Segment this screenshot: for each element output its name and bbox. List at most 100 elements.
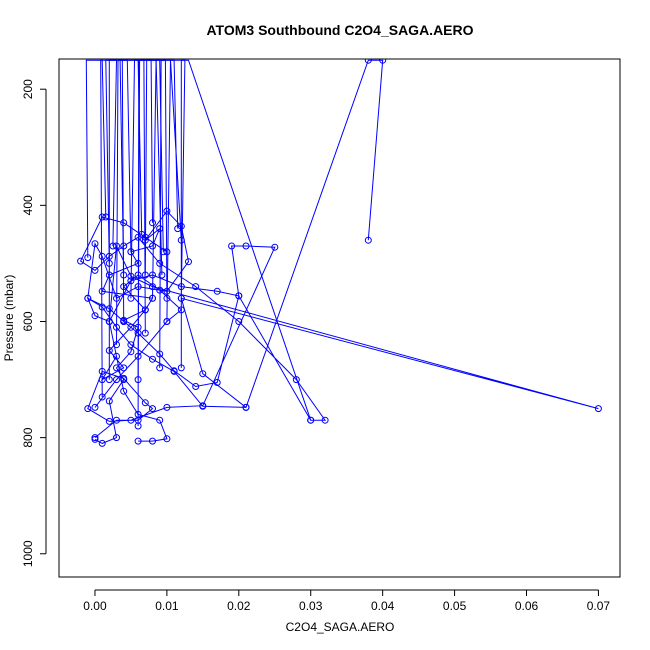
data-point bbox=[149, 271, 156, 279]
data-point bbox=[158, 271, 166, 279]
data-point bbox=[177, 364, 185, 372]
data-point bbox=[105, 347, 113, 354]
x-tick-label: 0.03 bbox=[299, 599, 323, 613]
data-point bbox=[149, 294, 156, 302]
data-point bbox=[105, 397, 113, 405]
data-point bbox=[113, 376, 120, 384]
data-point bbox=[113, 341, 120, 349]
data-point bbox=[149, 355, 156, 363]
y-tick-label: 400 bbox=[21, 195, 35, 215]
data-point bbox=[141, 329, 149, 337]
data-point bbox=[98, 367, 106, 375]
data-point bbox=[120, 318, 128, 325]
x-tick-label: 0.06 bbox=[515, 599, 539, 613]
data-point bbox=[235, 292, 243, 300]
data-point bbox=[127, 416, 135, 424]
data-point bbox=[113, 416, 120, 424]
x-tick-label: 0.02 bbox=[227, 599, 251, 613]
data-point bbox=[235, 318, 243, 325]
data-point bbox=[113, 364, 120, 372]
x-axis: 0.00 0.01 0.02 0.03 0.04 0.05 0.06 0.07 bbox=[83, 589, 611, 613]
data-point bbox=[113, 434, 120, 442]
data-point bbox=[113, 242, 120, 250]
data-point bbox=[170, 367, 178, 375]
data-point bbox=[242, 403, 250, 411]
series-line-1 bbox=[87, 210, 276, 444]
data-point bbox=[127, 341, 135, 349]
data-point bbox=[127, 294, 135, 302]
x-tick-label: 0.01 bbox=[155, 599, 179, 613]
data-point bbox=[84, 254, 92, 262]
data-point bbox=[163, 403, 171, 411]
data-point bbox=[98, 303, 106, 311]
data-point bbox=[127, 277, 135, 285]
data-point bbox=[174, 225, 182, 233]
data-point bbox=[102, 213, 110, 221]
data-point bbox=[127, 323, 135, 331]
data-point bbox=[156, 259, 164, 267]
data-point bbox=[141, 271, 149, 279]
y-tick-label: 600 bbox=[21, 311, 35, 331]
data-point bbox=[120, 374, 128, 382]
data-point bbox=[98, 252, 106, 260]
data-point bbox=[105, 252, 113, 260]
data-point bbox=[134, 352, 142, 360]
excursion-line-1 bbox=[85, 59, 107, 258]
data-point bbox=[149, 405, 156, 413]
data-point bbox=[141, 236, 149, 244]
data-point bbox=[84, 294, 92, 302]
y-axis: 200 400 600 800 1000 bbox=[21, 79, 47, 567]
data-point bbox=[292, 376, 300, 384]
data-point bbox=[105, 271, 113, 279]
data-point bbox=[177, 222, 185, 230]
data-point bbox=[120, 283, 128, 291]
data-point bbox=[134, 329, 142, 337]
y-axis-label: Pressure (mbar) bbox=[2, 275, 16, 362]
data-point bbox=[91, 312, 99, 320]
data-point bbox=[134, 410, 142, 418]
data-point bbox=[98, 376, 106, 384]
data-point bbox=[156, 416, 164, 424]
data-point bbox=[185, 258, 192, 266]
data-point bbox=[91, 266, 99, 274]
data-point bbox=[113, 323, 120, 331]
data-point bbox=[91, 240, 99, 248]
data-point bbox=[156, 225, 164, 233]
data-point bbox=[105, 259, 113, 267]
data-point bbox=[213, 379, 221, 386]
data-point bbox=[364, 236, 372, 244]
data-point bbox=[113, 294, 120, 302]
data-point bbox=[163, 287, 171, 295]
data-point bbox=[141, 306, 149, 314]
data-point bbox=[163, 207, 171, 215]
data-point bbox=[149, 219, 156, 227]
data-point bbox=[156, 350, 164, 358]
data-point bbox=[163, 248, 171, 256]
data-point bbox=[134, 259, 142, 267]
data-point bbox=[177, 236, 185, 244]
data-point bbox=[134, 376, 142, 384]
data-point bbox=[364, 59, 372, 64]
x-axis-label: C2O4_SAGA.AERO bbox=[286, 620, 395, 634]
y-tick-label: 1000 bbox=[21, 540, 35, 567]
data-point bbox=[307, 416, 315, 424]
data-point bbox=[163, 318, 171, 325]
data-point bbox=[199, 402, 207, 410]
data-point bbox=[199, 370, 207, 378]
x-tick-label: 0.07 bbox=[587, 599, 611, 613]
data-point bbox=[120, 364, 128, 372]
data-point bbox=[84, 405, 92, 413]
data-point bbox=[159, 248, 167, 256]
data-point bbox=[127, 248, 135, 256]
data-point bbox=[105, 417, 113, 425]
data-point bbox=[98, 393, 106, 401]
data-point bbox=[213, 287, 221, 295]
series-layer bbox=[79, 59, 599, 444]
data-point bbox=[242, 242, 250, 250]
data-point bbox=[149, 437, 156, 445]
data-point bbox=[120, 242, 128, 250]
chart-title: ATOM3 Southbound C2O4_SAGA.AERO bbox=[206, 22, 473, 38]
data-point bbox=[91, 403, 99, 411]
data-point bbox=[156, 286, 164, 294]
